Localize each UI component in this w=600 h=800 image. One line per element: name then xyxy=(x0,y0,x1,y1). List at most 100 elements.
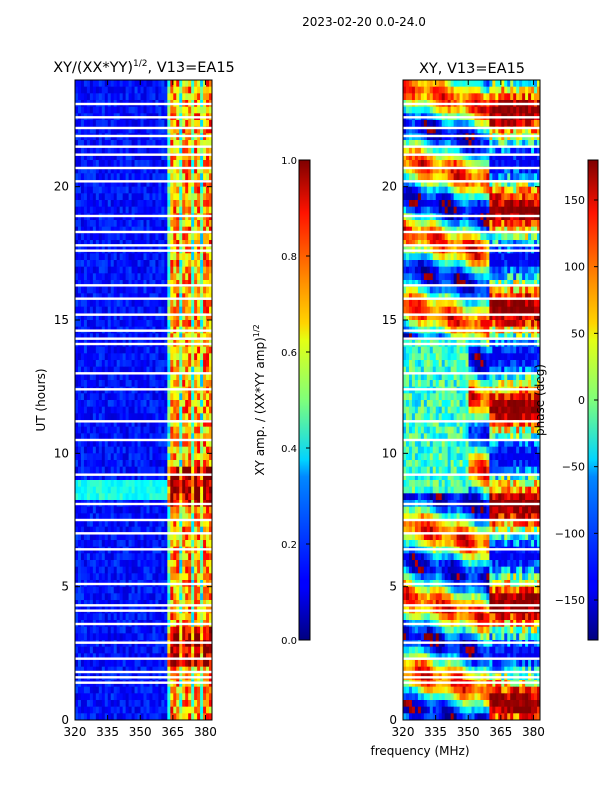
amplitude-heatmap-cell xyxy=(128,266,132,274)
amplitude-heatmap-cell xyxy=(161,200,165,208)
phase-heatmap-cell xyxy=(444,93,449,101)
amplitude-heatmap-cell xyxy=(176,140,180,148)
phase-heatmap-cell xyxy=(468,120,472,128)
amplitude-heatmap-cell xyxy=(137,320,141,328)
amplitude-heatmap-cell xyxy=(107,313,112,321)
amplitude-heatmap-cell xyxy=(113,473,118,481)
amplitude-heatmap-cell xyxy=(161,486,165,494)
amplitude-heatmap-cell xyxy=(206,260,210,268)
amplitude-heatmap-cell xyxy=(98,253,103,261)
amplitude-heatmap-cell xyxy=(137,406,141,414)
amplitude-heatmap-cell xyxy=(188,553,192,561)
phase-heatmap-cell xyxy=(438,146,443,154)
amplitude-heatmap-cell xyxy=(146,253,150,261)
amplitude-heatmap-cell xyxy=(170,106,174,114)
amplitude-heatmap-cell xyxy=(101,233,106,241)
amplitude-heatmap-cell xyxy=(167,286,171,294)
amplitude-heatmap-cell xyxy=(182,266,186,274)
amplitude-heatmap-cell xyxy=(143,253,147,261)
amplitude-heatmap-cell xyxy=(158,333,162,341)
amplitude-heatmap-cell xyxy=(86,166,91,174)
phase-heatmap-cell xyxy=(420,140,425,148)
amplitude-heatmap-cell xyxy=(206,186,210,194)
amplitude-heatmap-cell xyxy=(155,660,159,668)
amplitude-heatmap-cell xyxy=(185,293,189,301)
amplitude-heatmap-cell xyxy=(197,233,201,241)
amplitude-heatmap-cell xyxy=(143,460,147,468)
amplitude-heatmap-cell xyxy=(167,413,171,421)
amplitude-heatmap-cell xyxy=(116,106,121,114)
amplitude-heatmap-cell xyxy=(140,613,144,621)
amplitude-heatmap-cell xyxy=(134,360,138,368)
amplitude-heatmap-cell xyxy=(107,280,112,288)
amplitude-heatmap-cell xyxy=(164,260,168,268)
amplitude-heatmap-cell xyxy=(128,106,132,114)
amplitude-heatmap-cell xyxy=(134,180,138,188)
phase-heatmap-cell xyxy=(474,126,478,134)
amplitude-heatmap-cell xyxy=(173,660,177,668)
amplitude-heatmap-cell xyxy=(128,300,132,308)
phase-heatmap-cell xyxy=(417,120,422,128)
amplitude-heatmap-cell xyxy=(182,613,186,621)
amplitude-heatmap-cell xyxy=(185,406,189,414)
amplitude-heatmap-cell xyxy=(131,446,135,454)
phase-heatmap-cell xyxy=(462,86,466,94)
amplitude-heatmap-cell xyxy=(173,453,177,461)
amplitude-heatmap-cell xyxy=(110,226,115,234)
amplitude-heatmap-cell xyxy=(167,573,171,581)
phase-heatmap-cell xyxy=(471,93,475,101)
amplitude-heatmap-cell xyxy=(185,253,189,261)
amplitude-heatmap-cell xyxy=(176,653,180,661)
amplitude-heatmap-cell xyxy=(191,280,195,288)
amplitude-heatmap-cell xyxy=(119,86,124,94)
amplitude-heatmap-cell xyxy=(125,160,130,168)
amplitude-heatmap-cell xyxy=(95,533,100,541)
amplitude-heatmap-cell xyxy=(107,453,112,461)
amplitude-heatmap-cell xyxy=(185,313,189,321)
phase-heatmap-cell xyxy=(489,80,493,88)
phase-heatmap-cell xyxy=(489,126,493,134)
amplitude-heatmap-cell xyxy=(179,220,183,228)
amplitude-heatmap-cell xyxy=(194,460,198,468)
phase-heatmap-cell xyxy=(441,146,446,154)
amplitude-heatmap-cell xyxy=(170,153,174,161)
amplitude-heatmap-cell xyxy=(197,633,201,641)
amplitude-heatmap-cell xyxy=(146,166,150,174)
amplitude-heatmap-cell xyxy=(137,233,141,241)
amplitude-heatmap-cell xyxy=(131,533,135,541)
amplitude-heatmap-cell xyxy=(113,586,118,594)
amplitude-heatmap-cell xyxy=(194,313,198,321)
amplitude-heatmap-cell xyxy=(179,373,183,381)
amplitude-heatmap-cell xyxy=(197,586,201,594)
amplitude-heatmap-cell xyxy=(89,660,94,668)
amplitude-heatmap-cell xyxy=(179,280,183,288)
amplitude-heatmap-cell xyxy=(200,600,204,608)
phase-heatmap-cell xyxy=(411,146,416,154)
phase-heatmap-cell xyxy=(450,146,455,154)
amplitude-heatmap-cell xyxy=(128,573,132,581)
amplitude-heatmap-cell xyxy=(75,273,79,281)
amplitude-heatmap-cell xyxy=(203,506,207,514)
amplitude-heatmap-cell xyxy=(104,166,109,174)
amplitude-heatmap-cell xyxy=(173,520,177,528)
amplitude-flagged-row xyxy=(75,420,212,423)
amplitude-heatmap-cell xyxy=(206,420,210,428)
amplitude-heatmap-cell xyxy=(75,713,79,721)
amplitude-heatmap-cell xyxy=(161,166,165,174)
amplitude-heatmap-cell xyxy=(77,313,82,321)
amplitude-heatmap-cell xyxy=(167,253,171,261)
amplitude-heatmap-cell xyxy=(164,713,168,721)
amplitude-heatmap-cell xyxy=(155,180,159,188)
phase-heatmap-cell xyxy=(459,80,463,88)
amplitude-heatmap-cell xyxy=(194,480,198,488)
amplitude-heatmap-cell xyxy=(116,626,121,634)
amplitude-heatmap-cell xyxy=(194,260,198,268)
amplitude-heatmap-cell xyxy=(161,366,165,374)
amplitude-heatmap-cell xyxy=(188,273,192,281)
amplitude-heatmap-cell xyxy=(149,166,153,174)
amplitude-heatmap-cell xyxy=(125,80,130,88)
amplitude-heatmap-cell xyxy=(116,306,121,314)
phase-heatmap-cell xyxy=(507,93,511,101)
phase-heatmap-cell xyxy=(471,80,475,88)
amplitude-colorbar: 0.00.20.40.60.81.0 XY amp. / (XX*YY amp)… xyxy=(252,156,311,647)
